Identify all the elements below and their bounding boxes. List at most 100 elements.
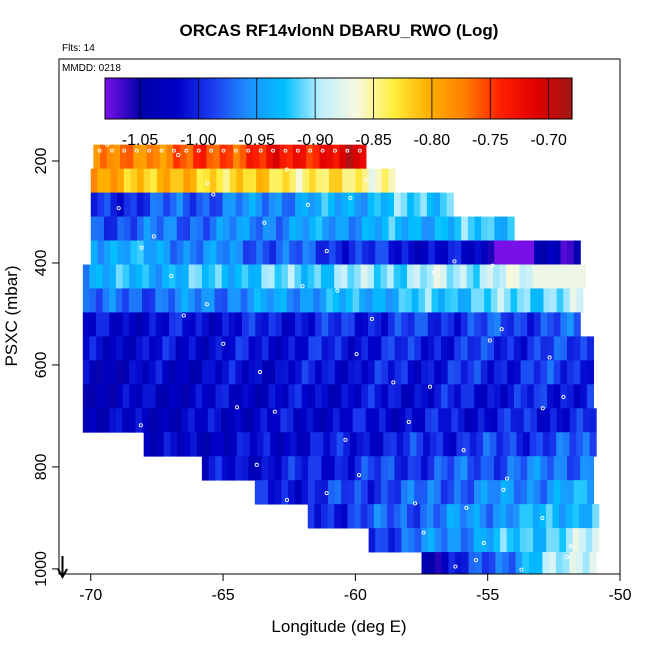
colorbar-swatch bbox=[528, 78, 532, 119]
heatmap-cell bbox=[360, 504, 368, 529]
heatmap-cells bbox=[82, 144, 600, 575]
heatmap-cell bbox=[582, 432, 591, 457]
colorbar-swatch bbox=[180, 78, 185, 119]
heatmap-cell bbox=[122, 408, 130, 433]
colorbar-swatch bbox=[542, 78, 547, 119]
heatmap-cell bbox=[176, 168, 184, 193]
heatmap-cell bbox=[456, 432, 464, 457]
heatmap-cell bbox=[216, 168, 224, 193]
heatmap-cell bbox=[486, 264, 494, 289]
heatmap-cell bbox=[515, 552, 523, 575]
heatmap-cell bbox=[334, 360, 342, 385]
colorbar-swatch bbox=[332, 78, 337, 119]
heatmap-cell bbox=[161, 408, 169, 433]
heatmap-cell bbox=[378, 288, 387, 313]
heatmap-cell bbox=[361, 384, 369, 409]
heatmap-cell bbox=[407, 456, 415, 481]
heatmap-cell bbox=[102, 408, 110, 433]
heatmap-cell bbox=[552, 528, 560, 553]
heatmap-cell bbox=[346, 288, 354, 313]
heatmap-cell bbox=[547, 480, 555, 505]
heatmap-cell bbox=[274, 480, 282, 505]
heatmap-cell bbox=[446, 504, 454, 529]
heatmap-cell bbox=[461, 240, 469, 265]
colorbar bbox=[104, 77, 573, 120]
heatmap-cell bbox=[102, 384, 110, 409]
heatmap-cell bbox=[287, 264, 296, 289]
colorbar-swatch bbox=[306, 78, 310, 119]
heatmap-cell bbox=[547, 240, 555, 265]
heatmap-cell bbox=[467, 480, 475, 505]
heatmap-cell bbox=[512, 504, 520, 529]
heatmap-cell bbox=[308, 360, 316, 385]
colorbar-swatch bbox=[548, 78, 553, 119]
colorbar-swatch bbox=[440, 78, 445, 119]
heatmap-cell bbox=[256, 240, 264, 265]
heatmap-cell bbox=[210, 432, 218, 457]
heatmap-cell bbox=[474, 384, 482, 409]
colorbar-swatch bbox=[285, 78, 290, 119]
heatmap-cell bbox=[103, 240, 112, 265]
heatmap-cell bbox=[234, 288, 242, 313]
sample-dot bbox=[104, 142, 110, 147]
sample-dot bbox=[283, 148, 288, 153]
heatmap-cell bbox=[175, 264, 183, 289]
heatmap-cell bbox=[460, 360, 469, 385]
heatmap-cell bbox=[327, 480, 336, 505]
heatmap-cell bbox=[102, 264, 110, 289]
colorbar-swatch bbox=[221, 78, 226, 119]
sample-dot bbox=[357, 148, 362, 153]
heatmap-cell bbox=[295, 240, 303, 265]
heatmap-cell bbox=[565, 528, 574, 553]
heatmap-cell bbox=[527, 480, 535, 505]
heatmap-cell bbox=[394, 480, 402, 505]
heatmap-cell bbox=[328, 456, 336, 481]
heatmap-cell bbox=[367, 192, 375, 217]
heatmap-cell bbox=[261, 456, 269, 481]
sample-dot bbox=[412, 501, 418, 506]
heatmap-cell bbox=[334, 504, 342, 529]
heatmap-cell bbox=[294, 264, 302, 289]
heatmap-cell bbox=[319, 288, 327, 313]
heatmap-cell bbox=[162, 312, 170, 337]
heatmap-cell bbox=[354, 384, 362, 409]
heatmap-cell bbox=[506, 504, 514, 529]
heatmap-cell bbox=[473, 504, 481, 529]
heatmap-cell bbox=[440, 360, 449, 385]
colorbar-swatch bbox=[195, 78, 199, 119]
heatmap-cell bbox=[497, 288, 505, 313]
sample-dot bbox=[320, 148, 325, 153]
heatmap-cell bbox=[355, 240, 363, 265]
heatmap-cell bbox=[176, 240, 184, 265]
heatmap-cell bbox=[301, 456, 309, 481]
colorbar-swatch bbox=[210, 78, 214, 119]
heatmap-cell bbox=[474, 312, 482, 337]
colorbar-swatch bbox=[455, 78, 459, 119]
heatmap-cell bbox=[255, 312, 263, 337]
heatmap-cell bbox=[553, 312, 561, 337]
heatmap-cell bbox=[321, 192, 329, 217]
colorbar-swatch bbox=[107, 78, 112, 119]
heatmap-cell bbox=[527, 384, 535, 409]
heatmap-cell bbox=[293, 408, 301, 433]
heatmap-cell bbox=[347, 456, 356, 481]
heatmap-cell bbox=[471, 408, 479, 433]
heatmap-cell bbox=[235, 456, 243, 481]
heatmap-cell bbox=[421, 312, 429, 337]
heatmap-cell bbox=[560, 456, 568, 481]
heatmap-cell bbox=[149, 384, 157, 409]
heatmap-cell bbox=[149, 312, 157, 337]
colorbar-swatch bbox=[493, 78, 497, 119]
heatmap-cell bbox=[547, 312, 555, 337]
heatmap-cell bbox=[361, 192, 369, 217]
heatmap-cell bbox=[546, 528, 554, 553]
heatmap-cell bbox=[156, 192, 164, 217]
colorbar-swatch bbox=[353, 78, 357, 119]
heatmap-cell bbox=[255, 336, 263, 361]
colorbar-swatch bbox=[469, 78, 474, 119]
heatmap-cell bbox=[215, 336, 223, 361]
heatmap-cell bbox=[367, 480, 375, 505]
heatmap-cell bbox=[315, 240, 323, 265]
heatmap-cell bbox=[226, 144, 234, 170]
heatmap-cell bbox=[295, 168, 303, 193]
